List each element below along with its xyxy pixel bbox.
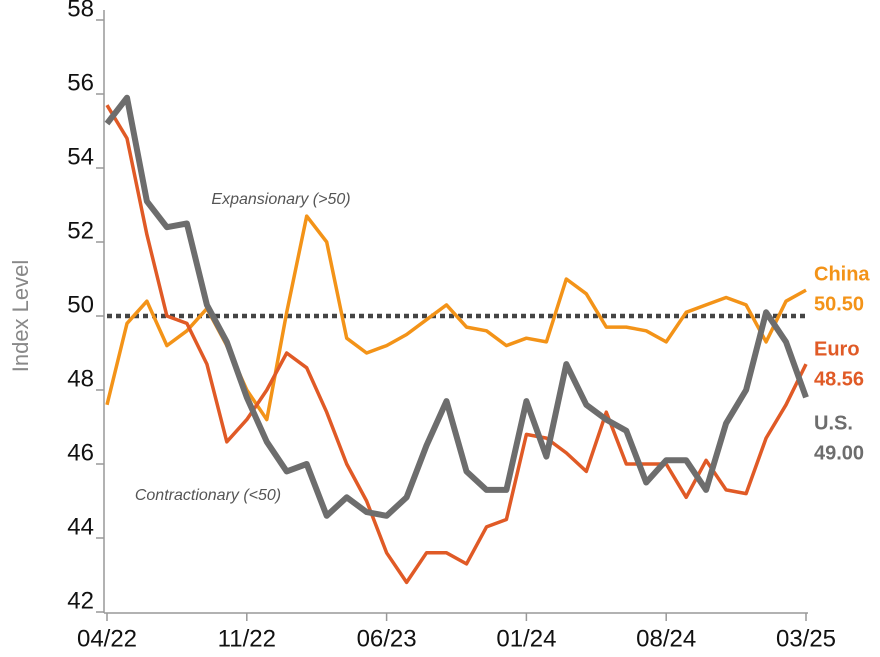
y-tick-label: 56 [67,69,94,96]
y-tick-label: 50 [67,291,94,318]
y-tick-label: 48 [67,365,94,392]
latest-label: 49.00 [814,442,864,464]
series-line [105,104,808,585]
x-tick-label: 03/25 [776,625,836,652]
x-tick-label: 06/23 [357,625,417,652]
legend-label: China [814,263,870,285]
x-tick-label: 08/24 [636,625,696,652]
y-tick-label: 52 [67,217,94,244]
annotation: Expansionary (>50) [211,191,350,208]
x-tick-label: 01/24 [496,625,556,652]
y-tick-label: 54 [67,143,94,170]
y-tick-label: 44 [67,513,94,540]
y-tick-label: 58 [67,0,94,22]
x-tick-label: 11/22 [218,625,276,652]
latest-label: 48.56 [814,368,864,390]
latest-label: 50.50 [814,293,864,315]
x-tick-label: 04/22 [77,625,137,652]
y-axis-label: Index Level [8,260,33,373]
series-line [104,94,809,519]
annotation: Contractionary (<50) [135,487,281,504]
legend-label: U.S. [814,412,853,434]
y-tick-label: 46 [67,439,94,466]
y-tick-label: 42 [67,587,94,614]
legend-label: Euro [814,338,860,360]
